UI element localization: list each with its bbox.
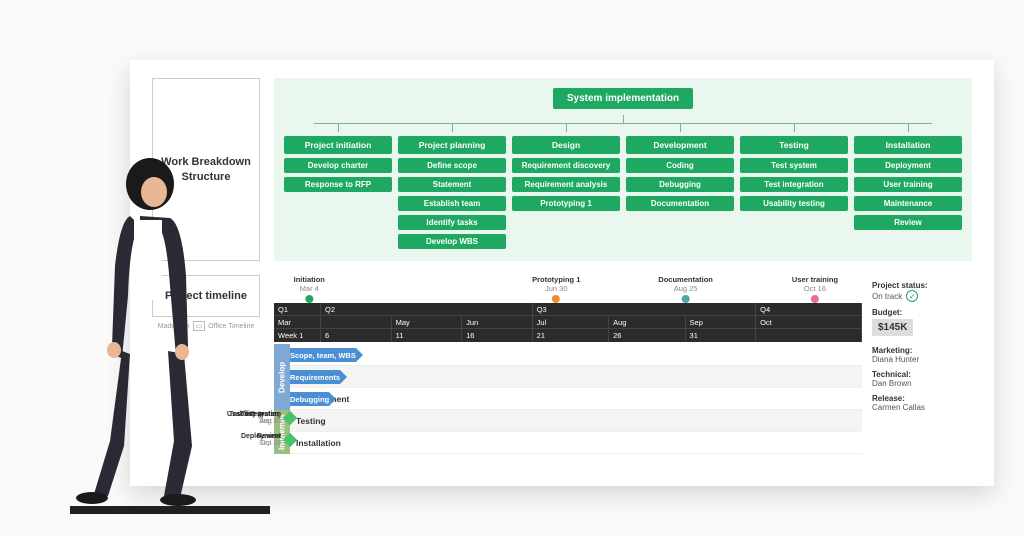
wbs-column: Installation Deployment User training Maint… <box>854 124 962 249</box>
wbs-task-node: Statement <box>398 177 506 192</box>
wbs-task-node: Test system <box>740 158 848 173</box>
scale-cell: 11 <box>392 329 463 342</box>
wbs-task-node: Requirement discovery <box>512 158 620 173</box>
role-value: Dan Brown <box>872 379 972 388</box>
role-value: Carmen Callas <box>872 403 972 412</box>
gantt-chart: DevelopImplemnt PlanningScope, team, WBS… <box>274 344 862 454</box>
side-panel: Project status: On track ✓ Budget: $145K… <box>872 275 972 454</box>
person-illustration <box>60 146 230 506</box>
wbs-task-node: User training <box>854 177 962 192</box>
gantt-group-tab: Develop <box>274 344 290 410</box>
wbs-task-node: Documentation <box>626 196 734 211</box>
wbs-task-node: Develop charter <box>284 158 392 173</box>
wbs-task-node: Maintenance <box>854 196 962 211</box>
scale-cell: Sep <box>686 316 757 328</box>
main-card: Work Breakdown Structure System implemen… <box>130 60 994 486</box>
scale-cell: Week 1 <box>274 329 321 342</box>
wbs-root-node: System implementation <box>553 88 693 109</box>
wbs-task-node: Identify tasks <box>398 215 506 230</box>
wbs-tree: System implementation Project initiation… <box>274 78 972 261</box>
person-shadow <box>70 506 270 514</box>
status-value: On track <box>872 292 902 301</box>
gantt-row-label: Installation <box>290 438 374 448</box>
wbs-column: Testing Test system Test integration Usabil… <box>740 124 848 249</box>
wbs-phase-node: Project planning <box>398 136 506 154</box>
role-label: Release: <box>872 394 972 403</box>
wbs-task-node: Requirement analysis <box>512 177 620 192</box>
wbs-task-node: Test integration <box>740 177 848 192</box>
wbs-task-node: Response to RFP <box>284 177 392 192</box>
wbs-column: Design Requirement discovery Requirement a… <box>512 124 620 249</box>
milestone: DocumentationAug 25 <box>658 275 713 303</box>
gantt-row: DevelopmentCodingDebugging <box>290 388 862 410</box>
wbs-phase-node: Project initiation <box>284 136 392 154</box>
scale-cell: Aug <box>609 316 685 328</box>
scale-cell: 31 <box>686 329 757 342</box>
budget-label: Budget: <box>872 308 972 317</box>
timeline-main: InitiationMar 4 Prototyping 1Jun 30 Docume… <box>274 275 862 454</box>
wbs-task-node: Develop WBS <box>398 234 506 249</box>
scale-cell: Q3 <box>533 303 756 315</box>
milestone: User trainingOct 16 <box>792 275 838 303</box>
scale-cell <box>756 329 862 342</box>
gantt-bar: Scope, team, WBS <box>290 348 356 362</box>
wbs-task-node: Review <box>854 215 962 230</box>
milestone: Prototyping 1Jun 30 <box>532 275 580 303</box>
scale-cell: 26 <box>609 329 685 342</box>
gantt-milestone: Usability testingSep 21 <box>285 413 295 423</box>
scale-cell: Q2 <box>321 303 533 315</box>
gantt-milestone: ReviewOct 24 <box>285 435 295 445</box>
scale-cell: 21 <box>533 329 609 342</box>
scale-cell: Jun <box>462 316 533 328</box>
gantt-row: InstallationDeploymentSep 30ReviewOct 24 <box>290 432 862 454</box>
wbs-task-node: Prototyping 1 <box>512 196 620 211</box>
scale-cell: Jul <box>533 316 609 328</box>
milestone-strip: InitiationMar 4 Prototyping 1Jun 30 Docume… <box>274 275 862 303</box>
role-value: Diana Hunter <box>872 355 972 364</box>
wbs-phase-node: Installation <box>854 136 962 154</box>
budget-value: $145K <box>872 319 913 336</box>
scale-cell: 16 <box>462 329 533 342</box>
gantt-bar: Debugging <box>290 392 329 406</box>
gantt-bar: Requirements <box>290 370 340 384</box>
gantt-row: Design64 daysRequirements <box>290 366 862 388</box>
status-label: Project status: <box>872 281 972 290</box>
gantt-row: TestingTest systemJun 30Test integration… <box>290 410 862 432</box>
scale-cell: 6 <box>321 329 392 342</box>
scale-cell: Q4 <box>756 303 862 315</box>
wbs-column: Development Coding Debugging Documentation <box>626 124 734 249</box>
wbs-task-node: Coding <box>626 158 734 173</box>
wbs-task-node: Debugging <box>626 177 734 192</box>
wbs-column: Project initiation Develop charter Respons… <box>284 124 392 249</box>
wbs-phase-node: Development <box>626 136 734 154</box>
wbs-task-node: Usability testing <box>740 196 848 211</box>
timeline-section: Project timeline Made with ▭ Office Time… <box>152 275 972 454</box>
wbs-task-node: Define scope <box>398 158 506 173</box>
wbs-task-node: Establish team <box>398 196 506 211</box>
wbs-task-node: Deployment <box>854 158 962 173</box>
time-scale: Q1Q2Q3Q4 Mar MayJunJulAugSepOct Week 1611… <box>274 303 862 342</box>
scale-cell: May <box>392 316 463 328</box>
wbs-column: Project planning Define scope Statement Est… <box>398 124 506 249</box>
milestone: InitiationMar 4 <box>294 275 325 303</box>
gantt-row-label: Testing <box>290 416 374 426</box>
scale-cell <box>321 316 392 328</box>
role-label: Technical: <box>872 370 972 379</box>
wbs-phase-node: Testing <box>740 136 848 154</box>
wbs-section: Work Breakdown Structure System implemen… <box>152 78 972 261</box>
scale-cell: Q1 <box>274 303 321 315</box>
role-label: Marketing: <box>872 346 972 355</box>
check-icon: ✓ <box>906 290 918 302</box>
wbs-phase-node: Design <box>512 136 620 154</box>
scale-cell: Oct <box>756 316 862 328</box>
scale-cell: Mar <box>274 316 321 328</box>
gantt-row: PlanningScope, team, WBS <box>290 344 862 366</box>
